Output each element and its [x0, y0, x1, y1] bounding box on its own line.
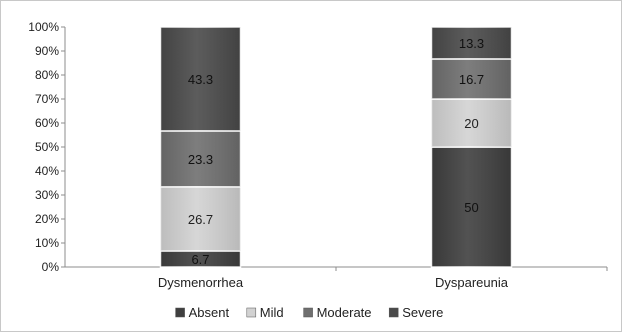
- bar-segment-shade: [431, 27, 512, 59]
- legend-item-moderate: Moderate: [303, 305, 372, 320]
- bar-segment-mild: [430, 98, 513, 148]
- bar-segment-absent: [430, 146, 513, 268]
- data-label: 23.3: [188, 152, 213, 167]
- y-tick-label: 50%: [35, 140, 59, 154]
- bar-segment-shade: [431, 58, 512, 99]
- y-tick-label: 100%: [28, 20, 59, 34]
- data-label: 50: [464, 200, 478, 215]
- legend-label: Severe: [402, 305, 443, 320]
- bar-segment-severe: [159, 26, 242, 132]
- legend-swatch: [246, 307, 257, 318]
- bar-segment-moderate: [159, 130, 242, 188]
- legend-item-mild: Mild: [246, 305, 284, 320]
- bar-segment-mild: [159, 186, 242, 252]
- data-label: 16.7: [459, 72, 484, 87]
- y-tick-label: 90%: [35, 44, 59, 58]
- legend-swatch: [303, 307, 313, 318]
- legend-label: Moderate: [317, 305, 372, 320]
- legend-item-absent: Absent: [175, 305, 230, 320]
- legend-swatch: [175, 307, 185, 318]
- bar-segment-shade: [160, 250, 241, 267]
- x-tick-label: Dysmenorrhea: [158, 275, 244, 290]
- bar-segment-shade: [160, 27, 241, 131]
- stacked-bar-chart: 0% 10% 20% 30% 40% 50% 60% 70% 80% 90% 100% 6.7 26.…: [28, 20, 608, 320]
- bar-segment-shade: [431, 147, 512, 267]
- data-label: 43.3: [188, 72, 213, 87]
- y-tick-label: 30%: [35, 188, 59, 202]
- legend-item-severe: Severe: [388, 305, 443, 320]
- legend: Absent Mild Moderate Severe: [175, 305, 443, 320]
- data-label: 6.7: [191, 252, 209, 267]
- data-label: 26.7: [188, 212, 213, 227]
- data-label: 13.3: [459, 36, 484, 51]
- y-tick-label: 40%: [35, 164, 59, 178]
- y-tick-label: 20%: [35, 212, 59, 226]
- y-tick-label: 60%: [35, 116, 59, 130]
- y-tick-label: 10%: [35, 236, 59, 250]
- legend-label: Absent: [189, 305, 230, 320]
- bar-segment-severe: [430, 26, 513, 60]
- bar-segment-shade: [160, 186, 241, 251]
- axes: 0% 10% 20% 30% 40% 50% 60% 70% 80% 90% 100%: [28, 20, 608, 274]
- bar-segment-shade: [160, 130, 241, 187]
- data-labels: 6.7 26.7 23.3 43.3 50 20 16.7 13.3: [188, 36, 484, 267]
- data-label: 20: [464, 116, 478, 131]
- legend-label: Mild: [260, 305, 284, 320]
- x-tick-labels: Dysmenorrhea Dyspareunia: [158, 275, 509, 290]
- y-tick-label: 0%: [42, 260, 60, 274]
- legend-swatch: [388, 307, 399, 318]
- y-tick-label: 70%: [35, 92, 59, 106]
- bars: [159, 26, 513, 268]
- y-tick-label: 80%: [35, 68, 59, 82]
- bar-segment-shade: [431, 99, 512, 147]
- x-tick-label: Dyspareunia: [435, 275, 509, 290]
